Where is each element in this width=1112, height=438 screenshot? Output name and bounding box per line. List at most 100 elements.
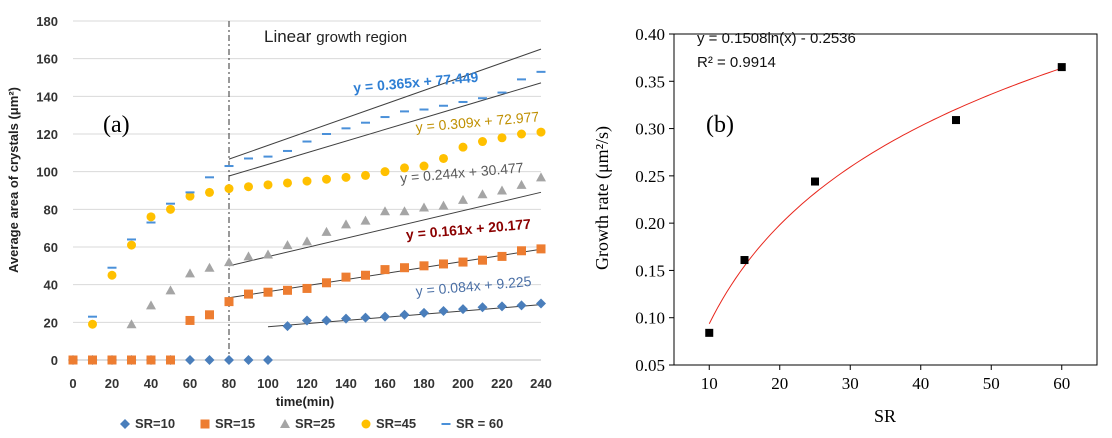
chart-a-point-series-5 [146,221,156,224]
chart-a-point-series-5 [458,100,468,103]
chart-b-y-tick-label: 0.35 [635,72,665,91]
chart-a-point-series-2 [283,285,292,295]
chart-a-annotation: Linear growth region [264,27,407,46]
chart-a-point-series-1 [263,355,273,365]
chart-a-point-series-2 [322,278,331,288]
chart-a-x-tick-label: 120 [296,376,318,391]
chart-a-point-series-1 [360,312,371,323]
chart-a-y-tick-label: 100 [36,165,58,180]
legend-marker-series-2 [200,419,210,429]
chart-a-fit-equation-5: y = 0.365x + 77.449 [353,69,479,96]
legend-label-series-3: SR=25 [295,416,335,431]
chart-a-y-tick-label: 0 [51,353,58,368]
chart-a-point-series-1 [497,301,507,312]
chart-a-point-series-5 [107,266,117,269]
chart-a-point-series-3 [536,172,546,182]
chart-a-point-series-1 [224,355,234,365]
chart-a-point-series-5 [224,165,234,168]
chart-b-equation: y = 0.1508ln(x) - 0.2536 [697,30,856,47]
chart-a-point-series-4 [536,127,546,137]
chart-a-y-tick-label: 140 [36,89,58,104]
chart-a-x-tick-label: 240 [530,376,552,391]
chart-a-point-series-3 [146,300,156,310]
chart-a-point-series-5 [185,191,195,194]
chart-a-point-series-2 [166,355,175,365]
chart-a-point-series-1 [399,309,410,320]
chart-a-point-series-2 [400,263,409,273]
legend-label-series-2: SR=15 [215,416,255,431]
chart-a-point-series-2 [536,244,546,254]
chart-a-point-series-3 [224,257,234,267]
chart-a-point-series-1 [536,298,546,309]
chart-a-point-series-3 [497,185,507,195]
chart-a-point-series-5 [88,315,97,318]
legend-marker-series-4 [361,419,371,429]
chart-a-point-series-2 [185,315,195,325]
chart-b-plot-frame [673,33,1098,366]
chart-b-point [811,177,819,186]
chart-b-x-tick-label: 60 [1053,374,1070,393]
chart-a-point-series-2 [205,310,214,320]
chart-b: 0.05 0.10 0.15 0.20 0.25 0.30 0.35 0.40 10 20 30 4… [592,25,1098,426]
chart-a-point-series-4 [341,172,351,182]
chart-a-point-series-4 [322,174,331,184]
chart-a-point-series-1 [282,321,293,332]
chart-a-point-series-4 [146,212,156,222]
chart-a-point-series-3 [204,262,215,272]
chart-a-point-series-5 [283,149,292,152]
chart-a-point-series-1 [341,313,351,324]
chart-b-x-tick-label: 20 [771,374,788,393]
chart-a-point-series-5 [263,155,273,158]
chart-b-x-tick-labels: 10 20 30 40 50 60 [701,374,1071,393]
chart-a-point-series-2 [380,265,390,275]
chart-b-x-tick-label: 30 [842,374,859,393]
chart-a-point-series-3 [419,202,429,212]
chart-a-x-tick-label: 60 [183,376,197,391]
chart-a: 0 20 40 60 80 100 120 140 160 180 0 20 40 60 80 100 120… [6,14,552,431]
chart-a-point-series-2 [497,251,507,261]
chart-a-point-series-4 [244,182,253,192]
chart-a-point-series-4 [439,153,448,163]
chart-a-point-series-3 [438,200,449,210]
chart-a-point-series-3 [282,240,293,250]
chart-a-point-series-2 [244,289,253,299]
chart-b-ticks [669,33,1063,370]
chart-a-point-series-3 [399,206,410,216]
chart-b-y-tick-label: 0.25 [635,167,665,186]
chart-a-point-series-1 [438,306,449,317]
chart-a-annotation-main: Linear [264,27,312,46]
chart-a-y-tick-label: 60 [44,240,58,255]
chart-b-y-axis-label: Growth rate (μm²/s) [592,126,613,270]
legend-label-series-4: SR=45 [376,416,416,431]
legend-marker-series-1 [120,419,130,429]
chart-a-y-tick-label: 80 [44,202,58,217]
chart-b-y-tick-label: 0.10 [635,309,665,328]
chart-a-point-series-5 [439,104,448,107]
chart-a-point-series-2 [88,355,97,365]
chart-a-point-series-2 [263,287,273,297]
chart-b-x-tick-label: 50 [983,374,1000,393]
chart-a-fit-line-4 [228,82,542,177]
chart-a-fit-line-3 [228,191,542,267]
chart-a-point-series-2 [478,255,487,265]
chart-a-y-tick-label: 160 [36,52,58,67]
chart-a-x-tick-label: 40 [144,376,158,391]
chart-a-point-series-4 [107,270,117,280]
chart-b-y-tick-labels: 0.05 0.10 0.15 0.20 0.25 0.30 0.35 0.40 [635,25,665,375]
chart-a-point-series-5 [361,121,370,124]
chart-a-x-tick-label: 200 [452,376,474,391]
chart-a-x-axis-label: time(min) [276,394,335,409]
chart-a-x-tick-label: 180 [413,376,435,391]
chart-b-x-axis-label: SR [874,406,896,426]
chart-a-point-series-1 [380,311,390,322]
chart-a-point-series-3 [458,194,468,204]
chart-a-point-series-3 [360,215,371,225]
chart-a-point-series-4 [127,240,136,250]
chart-a-point-series-5 [497,91,507,94]
chart-a-y-tick-labels: 0 20 40 60 80 100 120 140 160 180 [36,14,58,368]
chart-b-r-squared: R² = 0.9914 [697,54,776,71]
chart-a-point-series-4 [361,170,370,180]
chart-a-point-series-4 [400,163,409,173]
chart-a-point-series-5 [517,78,526,81]
